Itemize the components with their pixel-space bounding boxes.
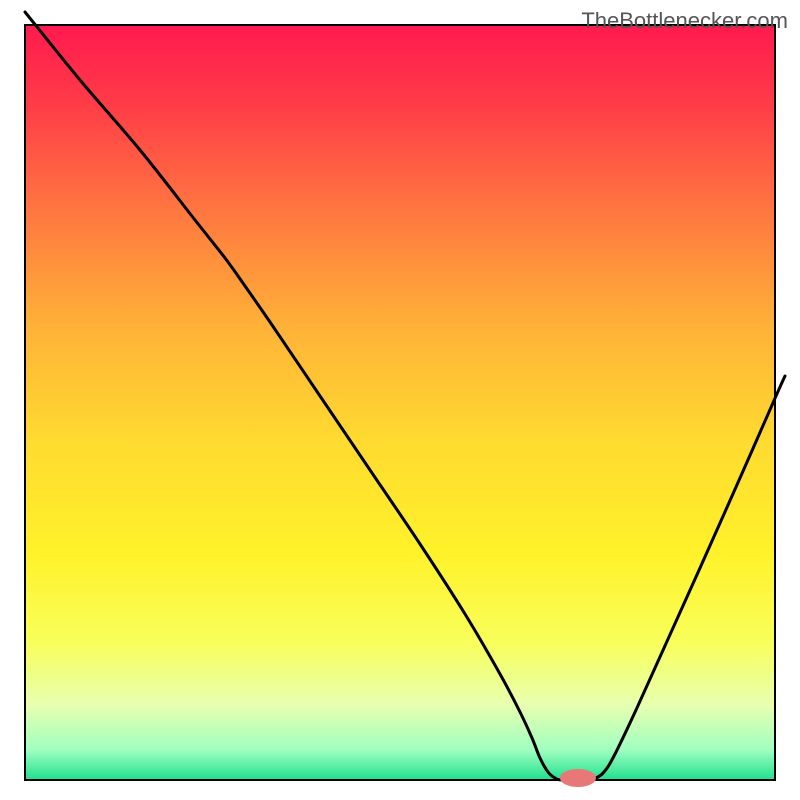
chart-svg — [0, 0, 800, 800]
plot-background — [25, 25, 775, 780]
bottleneck-chart: TheBottlenecker.com — [0, 0, 800, 800]
watermark-text: TheBottlenecker.com — [581, 8, 788, 34]
optimal-marker — [560, 769, 596, 787]
